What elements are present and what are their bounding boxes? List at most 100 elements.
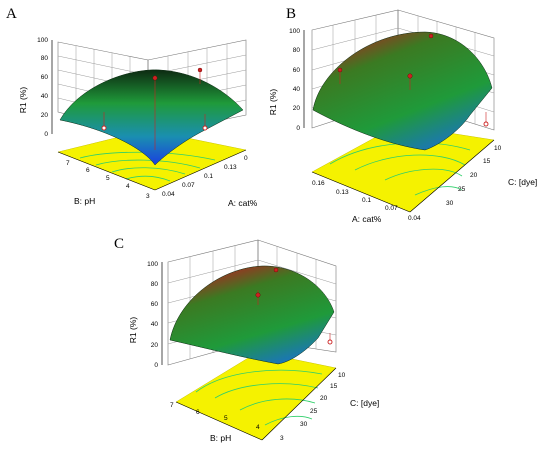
response-surface bbox=[169, 265, 335, 365]
tick-label: 0.16 bbox=[312, 180, 325, 187]
design-point bbox=[483, 121, 489, 127]
z-axis-label: R1 (%) bbox=[18, 87, 28, 114]
tick-label: 0.13 bbox=[224, 164, 237, 171]
contour-line bbox=[414, 186, 463, 196]
tick-label: 100 bbox=[37, 37, 48, 44]
panel-letter: B bbox=[286, 6, 296, 22]
contour-line bbox=[95, 159, 201, 169]
x-axis-label: B: pH bbox=[210, 433, 231, 443]
y-ticks: 10 15 20 25 30 bbox=[300, 372, 346, 428]
tick-label: 40 bbox=[151, 321, 159, 328]
tick-label: 0 bbox=[296, 125, 300, 132]
contour-line bbox=[111, 167, 186, 175]
tick-label: 0.1 bbox=[362, 197, 371, 204]
x-ticks: 0.04 0.07 0.1 0.13 0 bbox=[162, 155, 248, 198]
tick-label: 25 bbox=[458, 186, 466, 193]
panel-letter: C bbox=[114, 236, 124, 252]
y-ticks: 7 6 5 4 3 bbox=[66, 160, 150, 200]
tick-label: 7 bbox=[66, 160, 70, 167]
design-point bbox=[197, 67, 203, 73]
x-axis-label: A: cat% bbox=[228, 198, 258, 208]
contour-line bbox=[125, 175, 171, 182]
design-point bbox=[255, 292, 261, 298]
panel-a: A bbox=[6, 6, 258, 208]
y-axis bbox=[261, 367, 337, 441]
tick-label: 20 bbox=[151, 342, 159, 349]
tick-label: 60 bbox=[293, 67, 301, 74]
tick-label: 7 bbox=[170, 402, 174, 409]
y-axis-label: B: pH bbox=[74, 196, 95, 206]
tick-label: 80 bbox=[293, 47, 301, 54]
x-axis bbox=[154, 149, 247, 191]
contour-line bbox=[354, 154, 466, 171]
tick-label: 0 bbox=[154, 362, 158, 369]
contour-line bbox=[384, 168, 463, 181]
tick-label: 40 bbox=[293, 86, 301, 93]
tick-label: 20 bbox=[41, 112, 49, 119]
contour-line bbox=[264, 415, 313, 426]
tick-label: 0.04 bbox=[408, 215, 421, 222]
contour-lines bbox=[195, 369, 323, 426]
tick-label: 0.07 bbox=[385, 205, 398, 212]
tick-label: 0.04 bbox=[162, 191, 175, 198]
tick-label: 0 bbox=[244, 155, 248, 162]
tick-label: 30 bbox=[446, 200, 454, 207]
response-surface bbox=[312, 31, 493, 151]
tick-label: 0.13 bbox=[336, 189, 349, 196]
tick-label: 100 bbox=[147, 261, 158, 268]
tick-label: 5 bbox=[224, 415, 228, 422]
design-point bbox=[202, 125, 208, 131]
design-points bbox=[255, 267, 333, 345]
tick-label: 25 bbox=[310, 408, 318, 415]
y-ticks: 10 15 20 25 30 bbox=[446, 145, 502, 207]
z-ticks: 0 20 40 60 80 100 bbox=[289, 28, 300, 132]
tick-label: 100 bbox=[289, 28, 300, 35]
x-axis-label: A: cat% bbox=[352, 214, 382, 224]
tick-label: 6 bbox=[196, 409, 200, 416]
panel-c: C 0 20 bbox=[114, 236, 379, 443]
y-axis bbox=[57, 151, 156, 191]
x-axis bbox=[175, 401, 263, 441]
tick-label: 5 bbox=[106, 175, 110, 182]
z-ticks: 0 20 40 60 80 100 bbox=[37, 37, 48, 138]
tick-label: 20 bbox=[293, 105, 301, 112]
tick-label: 60 bbox=[151, 301, 159, 308]
design-point bbox=[337, 67, 343, 73]
panel-letter: A bbox=[6, 6, 17, 22]
z-axis-label: R1 (%) bbox=[128, 317, 138, 344]
tick-label: 40 bbox=[41, 93, 49, 100]
design-point bbox=[428, 33, 434, 39]
tick-label: 15 bbox=[330, 383, 338, 390]
tick-label: 15 bbox=[483, 158, 491, 165]
design-points bbox=[101, 67, 208, 150]
y-axis bbox=[409, 139, 495, 213]
design-point bbox=[273, 267, 279, 273]
tick-label: 0.07 bbox=[182, 182, 195, 189]
design-points bbox=[337, 33, 489, 127]
tick-label: 60 bbox=[41, 74, 49, 81]
tick-label: 6 bbox=[86, 167, 90, 174]
y-axis-label: C: [dye] bbox=[350, 398, 379, 408]
tick-label: 3 bbox=[280, 435, 284, 442]
z-axis-label: R1 (%) bbox=[268, 89, 278, 116]
design-point bbox=[407, 73, 413, 79]
tick-label: 0.1 bbox=[204, 173, 213, 180]
tick-label: 4 bbox=[126, 183, 130, 190]
tick-label: 10 bbox=[338, 372, 346, 379]
tick-label: 0 bbox=[44, 131, 48, 138]
contour-line bbox=[239, 398, 316, 411]
tick-label: 30 bbox=[300, 421, 308, 428]
tick-label: 4 bbox=[256, 424, 260, 431]
tick-label: 3 bbox=[146, 193, 150, 200]
tick-label: 20 bbox=[320, 395, 328, 402]
contour-line bbox=[214, 383, 319, 399]
tick-label: 80 bbox=[151, 281, 159, 288]
x-axis bbox=[311, 171, 411, 213]
contour-line bbox=[195, 369, 323, 393]
y-axis-label: C: [dye] bbox=[508, 177, 537, 187]
grid-line bbox=[57, 55, 149, 76]
design-point bbox=[101, 125, 107, 131]
design-point bbox=[327, 339, 333, 345]
design-point bbox=[152, 75, 158, 81]
x-ticks: 0.16 0.13 0.1 0.07 0.04 bbox=[312, 180, 421, 222]
